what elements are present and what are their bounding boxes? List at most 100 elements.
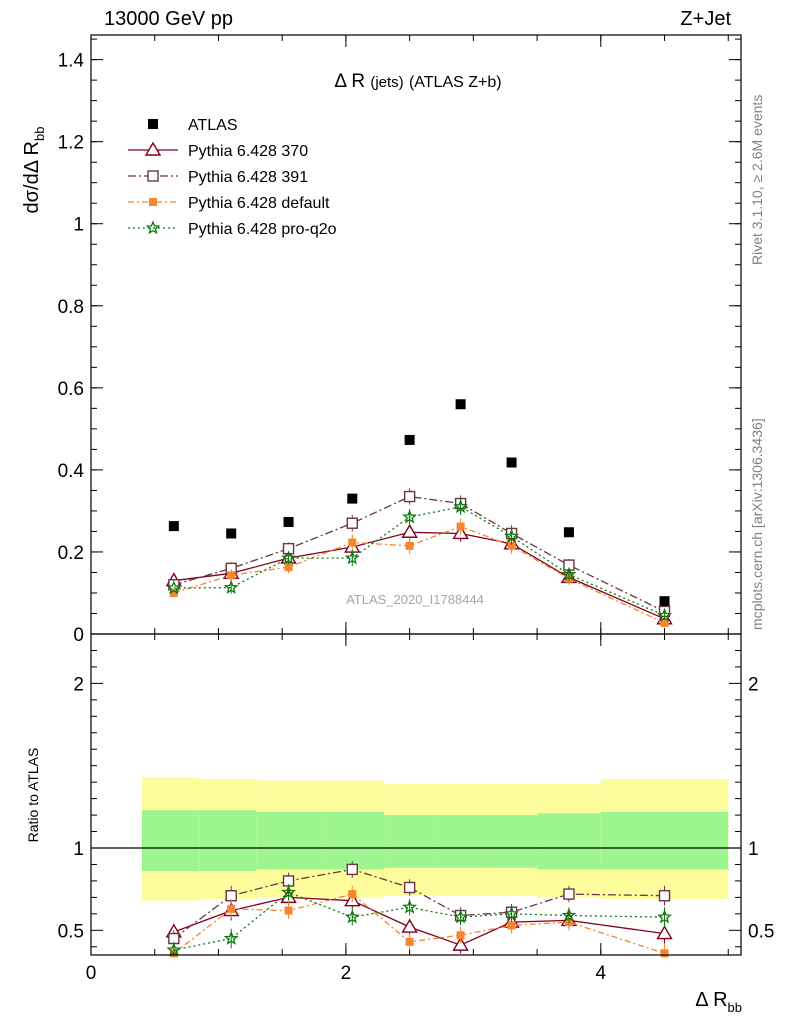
ratio-ytick-label-right: 2: [748, 674, 759, 695]
ratio-point: [227, 904, 236, 913]
main-point: [283, 516, 294, 527]
ratio-point: [453, 909, 469, 924]
main-ytick-label: 0.6: [58, 379, 84, 400]
x-axis-label: Δ Rbb: [695, 989, 742, 1015]
rivet-label: Rivet 3.1.10, ≥ 2.6M events: [749, 95, 765, 265]
band-inner-bin: [320, 811, 385, 870]
main-point: [346, 517, 358, 529]
band-inner-bin: [256, 811, 321, 870]
legend-marker: [147, 170, 159, 182]
ratio-ytick-label: 1: [73, 839, 84, 860]
ratio-point: [504, 906, 519, 921]
main-point: [660, 618, 669, 627]
main-ytick-label: 0: [73, 625, 84, 646]
ratio-xtick-label: 4: [596, 963, 607, 984]
legend-entry-p391: Pythia 6.428 391: [128, 169, 308, 186]
legend-label: Pythia 6.428 391: [188, 169, 308, 186]
legend-entry-p370: Pythia 6.428 370: [128, 141, 308, 160]
band-inner-bin: [537, 813, 601, 870]
ratio-point: [281, 884, 296, 899]
ratio-point: [284, 906, 293, 915]
ratio-point: [403, 881, 416, 894]
main-point: [223, 579, 239, 594]
main-point: [401, 523, 418, 538]
ratio-point: [401, 918, 418, 933]
main-point: [284, 563, 293, 572]
header-left: 13000 GeV pp: [104, 8, 233, 30]
svg-text:dσ/dΔ Rbb: dσ/dΔ Rbb: [21, 127, 47, 214]
main-point: [453, 499, 469, 514]
legend-marker: [148, 119, 158, 129]
ratio-point: [658, 890, 671, 902]
legend-marker: [145, 220, 161, 235]
main-ytick-label: 1.2: [58, 133, 84, 154]
main-axis-ticks: 0 0.2 0.4 0.6 0.8 1 1.2 1.4: [58, 35, 741, 646]
ratio-ytick-label-right: 0.5: [748, 921, 774, 942]
main-point: [169, 588, 178, 597]
main-point: [506, 457, 517, 468]
band-inner-bin: [384, 815, 436, 868]
ratio-point: [456, 931, 465, 940]
ratio-point: [657, 909, 672, 924]
ratio-point: [348, 890, 357, 899]
ratio-xtick-label: 2: [341, 963, 352, 984]
legend-entry-atlas: ATLAS: [148, 117, 238, 134]
ratio-point: [561, 907, 577, 922]
x-axis-label-sub: bb: [728, 1000, 742, 1015]
analysis-watermark: ATLAS_2020_I1788444: [346, 592, 484, 607]
main-ylabel-text: dσ/dΔ R: [21, 141, 43, 213]
main-ylabel-sub: bb: [32, 127, 47, 141]
main-point: [504, 528, 519, 543]
ratio-series-line: [173, 896, 665, 946]
band-inner-bin: [141, 810, 200, 872]
ratio-series: [165, 861, 673, 958]
band-inner-bin: [486, 815, 538, 868]
legend: ATLAS Pythia 6.428 370 Pythia 6.428 391 Pyt…: [128, 117, 337, 238]
ratio-uncertainty-bands: [91, 777, 741, 901]
main-point: [348, 538, 357, 547]
main-point: [456, 522, 465, 531]
main-point: [347, 493, 358, 504]
legend-label: ATLAS: [188, 117, 238, 134]
ratio-series-line: [173, 891, 665, 951]
ratio-point: [223, 930, 239, 945]
main-point: [455, 399, 466, 410]
ratio-point: [344, 909, 360, 924]
main-point: [402, 509, 418, 524]
legend-label: Pythia 6.428 pro-q2o: [188, 221, 337, 238]
main-point: [563, 527, 574, 538]
ratio-point: [346, 863, 358, 876]
main-point: [166, 580, 182, 595]
main-point: [561, 566, 577, 581]
ratio-xtick-label: 0: [86, 963, 97, 984]
legend-marker: [149, 198, 157, 206]
ratio-point: [166, 942, 182, 957]
legend-label: Pythia 6.428 370: [188, 143, 308, 160]
main-point: [659, 596, 670, 607]
main-point: [403, 490, 416, 503]
main-series-atlas: [168, 399, 670, 607]
main-point: [281, 550, 296, 565]
ratio-axis-ticks: 0.5 0.5 1 1 2 2 0 2 4: [58, 634, 774, 984]
ratio-point: [656, 925, 673, 940]
main-ytick-label: 0.8: [58, 297, 84, 318]
ratio-point: [452, 936, 469, 951]
mcplots-label: mcplots.cern.ch [arXiv:1306.3436]: [749, 418, 765, 630]
band-inner-bin: [600, 811, 729, 870]
main-point: [405, 541, 414, 550]
legend-label: Pythia 6.428 default: [188, 195, 330, 212]
x-axis-label-text: Δ R: [695, 989, 727, 1011]
main-point: [507, 541, 516, 550]
main-ytick-label: 1.4: [58, 51, 85, 72]
ratio-point: [507, 921, 516, 930]
main-point: [344, 550, 360, 565]
main-ytick-label: 0.4: [58, 461, 85, 482]
main-ytick-label: 1: [73, 215, 84, 236]
ratio-point: [563, 888, 575, 900]
ratio-series-proq2o: [166, 884, 672, 957]
ratio-point: [405, 937, 414, 946]
ratio-ylabel: Ratio to ATLAS: [25, 748, 41, 843]
ratio-point: [402, 899, 418, 914]
ratio-ytick-label-right: 1: [748, 839, 759, 860]
